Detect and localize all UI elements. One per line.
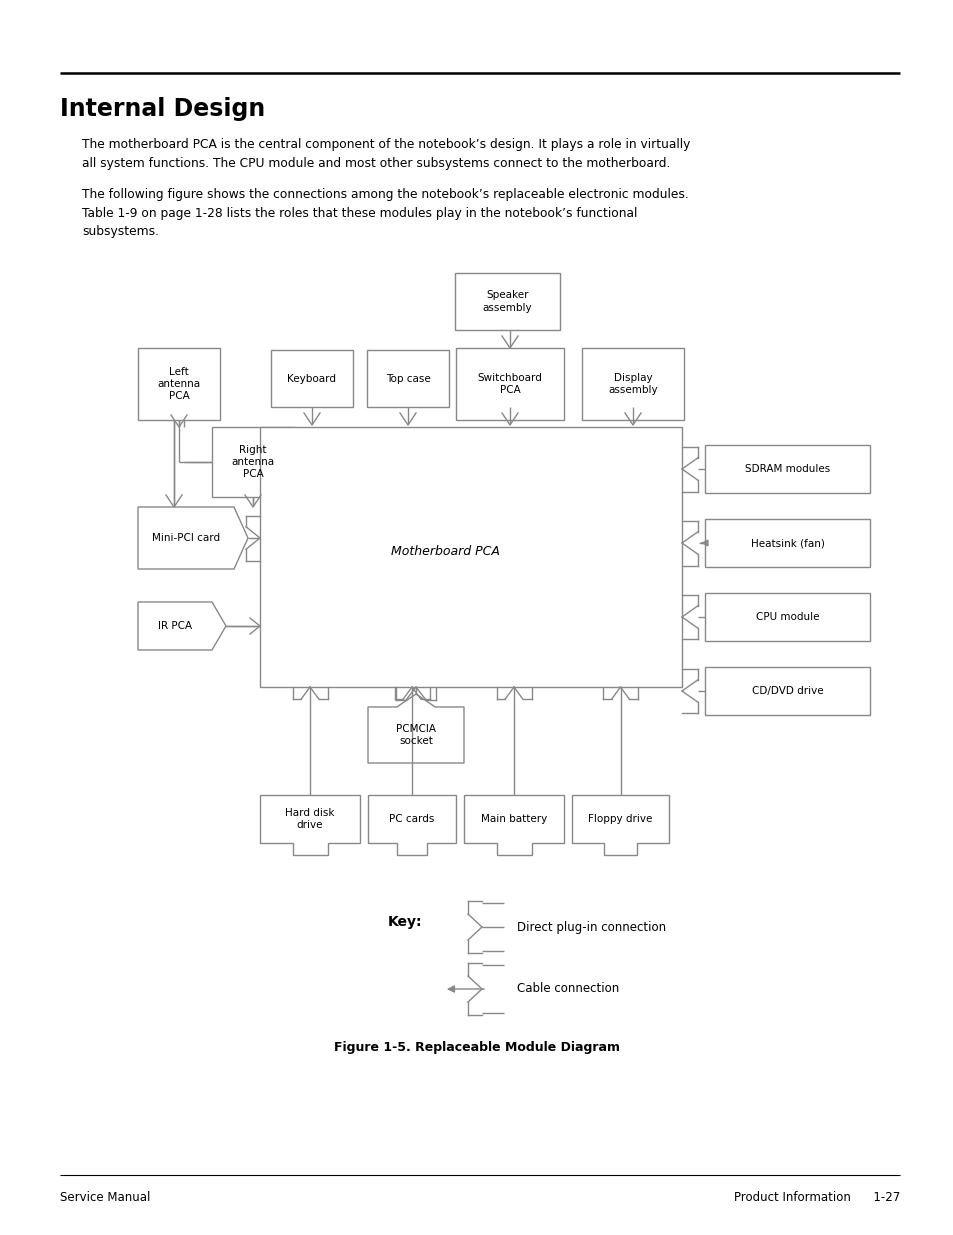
Text: PCMCIA
socket: PCMCIA socket	[395, 724, 436, 746]
Text: Left
antenna
PCA: Left antenna PCA	[157, 367, 200, 401]
Text: Mini-PCI card: Mini-PCI card	[152, 534, 220, 543]
Text: Speaker
assembly: Speaker assembly	[482, 290, 532, 312]
Bar	[260, 427, 681, 687]
Text: Main battery: Main battery	[480, 814, 547, 824]
Polygon shape	[463, 795, 563, 855]
Text: Display
assembly: Display assembly	[608, 373, 658, 395]
Text: Switchboard
PCA: Switchboard PCA	[477, 373, 542, 395]
Bar	[704, 667, 869, 715]
Text: PC cards: PC cards	[389, 814, 435, 824]
Text: Keyboard: Keyboard	[287, 373, 336, 384]
Text: Cable connection: Cable connection	[517, 983, 618, 995]
Polygon shape	[572, 795, 668, 855]
Text: Top case: Top case	[385, 373, 430, 384]
Text: CPU module: CPU module	[755, 613, 819, 622]
Polygon shape	[138, 508, 248, 569]
Text: Figure 1-5. Replaceable Module Diagram: Figure 1-5. Replaceable Module Diagram	[334, 1041, 619, 1053]
Text: Right
antenna
PCA: Right antenna PCA	[232, 445, 274, 479]
Bar	[271, 350, 353, 408]
Polygon shape	[260, 795, 359, 855]
Text: The following figure shows the connections among the notebook’s replaceable elec: The following figure shows the connectio…	[82, 188, 688, 238]
Bar	[456, 348, 563, 420]
Text: Product Information      1-27: Product Information 1-27	[733, 1191, 899, 1204]
Text: Heatsink (fan): Heatsink (fan)	[750, 538, 823, 548]
Bar	[138, 348, 220, 420]
Text: Hard disk
drive: Hard disk drive	[285, 808, 335, 830]
Text: Service Manual: Service Manual	[60, 1191, 151, 1204]
Text: Motherboard PCA: Motherboard PCA	[391, 546, 499, 558]
Text: Floppy drive: Floppy drive	[588, 814, 652, 824]
Bar	[704, 519, 869, 567]
Text: Direct plug-in connection: Direct plug-in connection	[517, 920, 665, 934]
Text: CD/DVD drive: CD/DVD drive	[751, 685, 822, 697]
Bar	[581, 348, 683, 420]
Bar	[367, 350, 449, 408]
Bar	[704, 593, 869, 641]
Polygon shape	[368, 694, 463, 763]
Polygon shape	[138, 601, 226, 650]
Bar	[455, 273, 559, 330]
Text: Key:: Key:	[388, 915, 422, 929]
Text: The motherboard PCA is the central component of the notebook’s design. It plays : The motherboard PCA is the central compo…	[82, 138, 690, 169]
Bar	[704, 445, 869, 493]
Bar	[212, 427, 294, 496]
Polygon shape	[368, 795, 456, 855]
Text: SDRAM modules: SDRAM modules	[744, 464, 829, 474]
Text: Internal Design: Internal Design	[60, 98, 265, 121]
Text: IR PCA: IR PCA	[158, 621, 192, 631]
